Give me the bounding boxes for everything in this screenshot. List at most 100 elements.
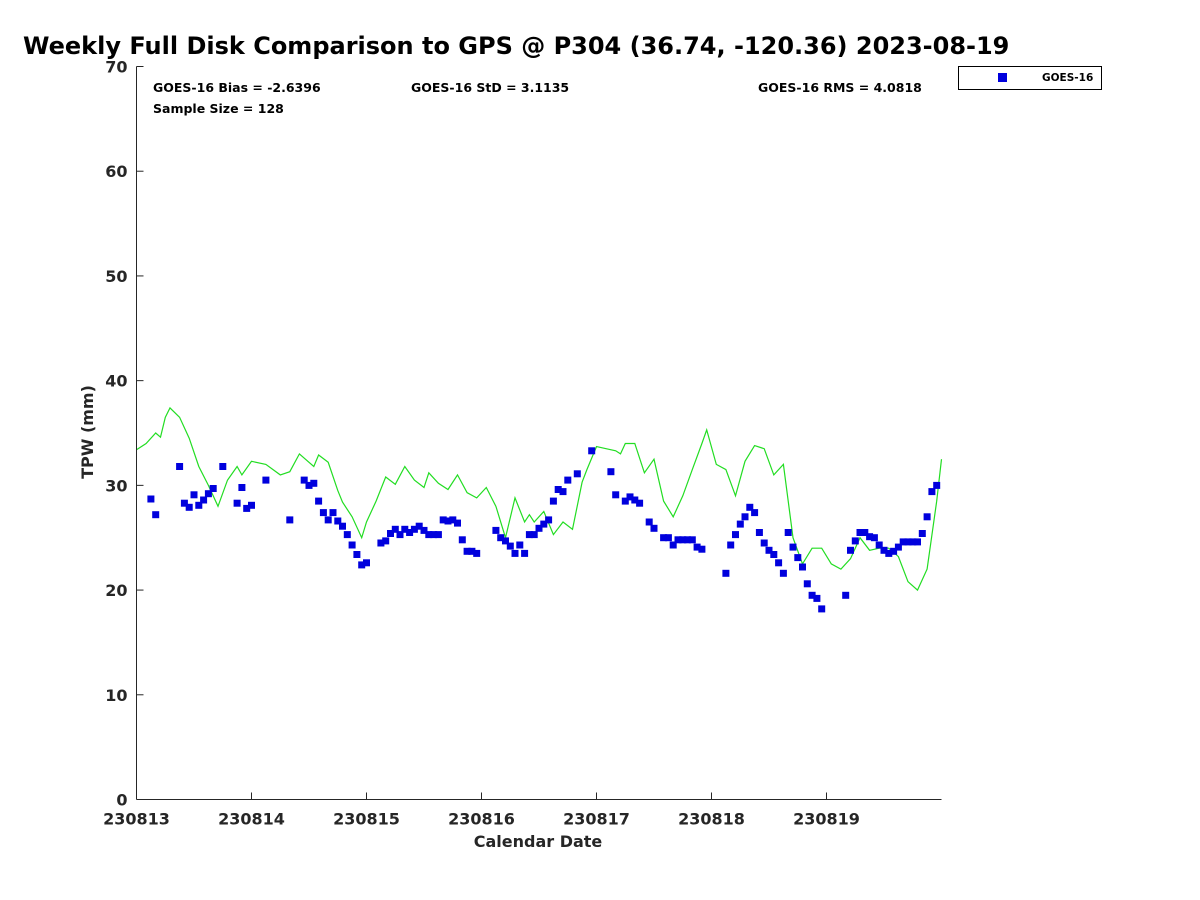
goes16-point [880, 546, 888, 554]
goes16-point [693, 543, 701, 551]
goes16-point [387, 530, 394, 537]
goes16-point [233, 499, 241, 507]
goes16-point [540, 520, 548, 528]
goes16-point [645, 518, 653, 526]
goes16-point [377, 539, 385, 547]
y-tick-label: 0 [116, 791, 127, 810]
goes16-point [564, 476, 572, 484]
goes16-point [914, 538, 921, 546]
goes16-point [765, 546, 773, 554]
goes16-point [775, 559, 783, 567]
goes16-point [741, 513, 749, 521]
goes16-point [923, 513, 931, 521]
goes16-point [353, 551, 361, 558]
goes16-point [851, 537, 859, 545]
goes16-point [530, 531, 538, 539]
goes16-point [626, 493, 634, 501]
goes16-point [770, 551, 778, 558]
goes16-point [497, 534, 505, 542]
goes16-point [458, 536, 466, 544]
goes16-point [669, 541, 677, 549]
goes16-point [511, 549, 519, 557]
goes16-point [200, 496, 208, 504]
goes16-point [449, 516, 457, 524]
y-tick-label: 10 [105, 686, 127, 705]
legend-marker-goes16 [998, 73, 1007, 82]
goes16-point [425, 531, 433, 539]
x-tick-label: 230819 [793, 810, 860, 829]
goes16-point [799, 563, 806, 571]
goes16-point [779, 569, 787, 577]
goes16-point [866, 533, 874, 541]
plot-background [136, 66, 942, 800]
goes16-point [664, 534, 672, 542]
y-tick-label: 70 [105, 58, 127, 77]
goes16-point [674, 536, 682, 544]
legend-box [958, 66, 1102, 90]
goes16-point [348, 541, 356, 549]
goes16-point [190, 491, 198, 499]
goes16-point [918, 530, 926, 537]
goes16-point [319, 509, 327, 517]
goes16-point [636, 499, 644, 507]
y-tick-label: 40 [105, 372, 127, 391]
goes16-point [894, 543, 902, 551]
goes16-point [808, 591, 816, 599]
goes16-point [305, 481, 313, 489]
plot-area [136, 66, 942, 800]
goes16-point [492, 526, 500, 534]
goes16-point [803, 580, 811, 588]
goes16-point [363, 559, 370, 567]
x-tick-label: 230817 [563, 810, 630, 829]
y-tick-label: 50 [105, 267, 127, 286]
goes16-point [382, 537, 390, 545]
goes16-point [870, 534, 878, 542]
goes16-point [444, 517, 452, 525]
goes16-point [339, 522, 346, 530]
x-axis-label: Calendar Date [474, 832, 603, 851]
goes16-point [794, 554, 802, 562]
goes16-point [310, 479, 318, 487]
goes16-point [688, 536, 696, 544]
goes16-point [784, 529, 792, 536]
goes16-point [343, 531, 351, 539]
goes16-point [219, 463, 227, 470]
y-tick-label: 60 [105, 162, 127, 181]
goes16-point [209, 485, 217, 492]
goes16-point [401, 525, 409, 533]
goes16-point [463, 547, 471, 555]
goes16-point [861, 529, 869, 536]
goes16-point [535, 524, 543, 532]
goes16-point [204, 490, 212, 498]
goes16-point [549, 497, 557, 505]
goes16-point [439, 516, 447, 524]
goes16-point [679, 536, 687, 544]
rms-annotation: GOES-16 RMS = 4.0818 [758, 80, 922, 95]
goes16-point [248, 501, 255, 509]
goes16-point [147, 495, 155, 503]
goes16-point [856, 529, 864, 536]
goes16-point [185, 503, 193, 511]
chart-title: Weekly Full Disk Comparison to GPS @ P30… [23, 32, 1009, 60]
goes16-point [516, 541, 524, 549]
goes16-point [521, 549, 529, 557]
goes16-point [415, 522, 423, 530]
y-axis-label: TPW (mm) [78, 385, 97, 479]
goes16-point [573, 470, 581, 478]
goes16-point [300, 476, 308, 484]
goes16-point [454, 519, 461, 527]
goes16-point [506, 542, 514, 550]
goes16-point [420, 526, 428, 534]
goes16-point [698, 545, 706, 553]
goes16-point [554, 486, 562, 493]
goes16-series [147, 447, 941, 613]
goes16-point [899, 538, 907, 546]
goes16-point [324, 516, 332, 524]
goes16-point [391, 525, 399, 533]
goes16-point [813, 594, 821, 602]
x-tick-label: 230814 [218, 810, 285, 829]
std-annotation: GOES-16 StD = 3.1135 [411, 80, 569, 95]
goes16-point [612, 491, 620, 499]
goes16-point [468, 547, 476, 555]
